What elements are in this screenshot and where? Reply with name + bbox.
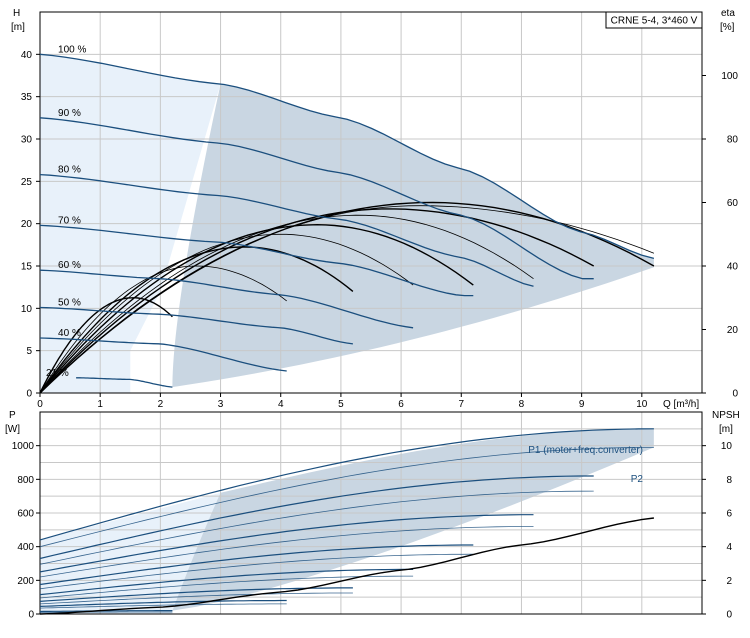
speed-label: 80 %	[58, 165, 81, 176]
head-axis-label: H	[13, 8, 20, 19]
eta-tick-label: 80	[727, 135, 739, 146]
x-tick-label: 1	[97, 399, 103, 410]
head-tick-label: 30	[21, 135, 33, 146]
x-tick-label: 3	[218, 399, 224, 410]
eta-axis-unit: [%]	[720, 22, 735, 33]
x-tick-label: 6	[398, 399, 404, 410]
eta-axis-label: eta	[721, 8, 735, 19]
x-tick-label: 7	[458, 399, 464, 410]
head-tick-label: 15	[21, 262, 33, 273]
head-tick-label: 20	[21, 219, 33, 230]
power-tick-label: 1000	[12, 441, 35, 452]
power-chart: P [W] NPSH [m] 0 200 400 600 800 1000 0 2 4 6 8 10 P…	[5, 410, 740, 621]
speed-label: 50 %	[58, 297, 81, 308]
speed-label: 21 %	[46, 368, 69, 379]
x-tick-label: 0	[37, 399, 43, 410]
x-tick-label: 10	[636, 399, 648, 410]
x-tick-label: 4	[278, 399, 284, 410]
x-tick-label: 5	[338, 399, 344, 410]
npsh-tick-label: 6	[726, 509, 732, 520]
head-tick-label: 10	[21, 304, 33, 315]
head-tick-label: 0	[26, 389, 32, 400]
npsh-tick-label: 2	[726, 576, 732, 587]
flow-axis-label: Q [m³/h]	[663, 399, 699, 410]
x-tick-label: 2	[158, 399, 164, 410]
eta-tick-label: 20	[727, 325, 739, 336]
npsh-axis-unit: [m]	[719, 424, 733, 435]
npsh-tick-label: 10	[721, 441, 733, 452]
power-tick-label: 400	[17, 542, 34, 553]
eta-tick-label: 60	[727, 198, 739, 209]
speed-label: 40 %	[58, 328, 81, 339]
power-tick-label: 0	[28, 610, 34, 621]
eta-tick-label: 40	[727, 262, 739, 273]
power-tick-label: 200	[17, 576, 34, 587]
chart-title: CRNE 5-4, 3*460 V	[611, 16, 698, 27]
x-tick-label: 8	[519, 399, 525, 410]
head-tick-label: 25	[21, 177, 33, 188]
head-tick-label: 35	[21, 92, 33, 103]
npsh-tick-label: 4	[726, 542, 732, 553]
speed-label: 70 %	[58, 215, 81, 226]
npsh-axis-label: NPSH	[712, 410, 740, 421]
npsh-tick-label: 0	[726, 610, 732, 621]
power-tick-label: 600	[17, 509, 34, 520]
head-tick-label: 5	[26, 346, 32, 357]
head-tick-label: 40	[21, 50, 33, 61]
x-tick-label: 9	[579, 399, 585, 410]
power-tick-label: 800	[17, 475, 34, 486]
head-axis-unit: [m]	[11, 22, 25, 33]
speed-label: 60 %	[58, 260, 81, 271]
speed-label: 90 %	[58, 108, 81, 119]
p1-legend-label: P1 (motor+freq.converter)	[528, 445, 643, 456]
npsh-tick-label: 8	[726, 475, 732, 486]
power-axis-label: P	[9, 410, 16, 421]
speed-label: 100 %	[58, 44, 86, 55]
eta-tick-label: 100	[721, 71, 738, 82]
p2-legend-label: P2	[631, 474, 644, 485]
power-axis-unit: [W]	[5, 424, 20, 435]
eta-tick-label: 0	[732, 389, 738, 400]
